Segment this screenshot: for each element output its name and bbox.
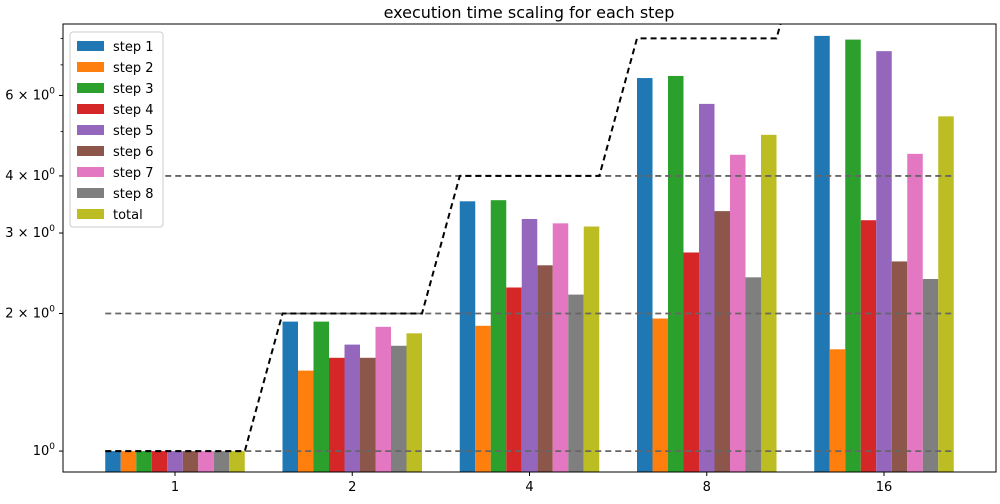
bar-total-2 <box>406 333 422 472</box>
y-tick-label-6: 6 × 100 <box>5 86 55 103</box>
legend-swatch-step-4 <box>77 104 104 114</box>
bar-step-6-4 <box>537 265 553 472</box>
x-tick-label-16: 16 <box>876 480 893 495</box>
x-tick-label-1: 1 <box>171 480 179 495</box>
bar-step-4-4 <box>506 287 522 472</box>
bar-step-5-4 <box>521 218 538 472</box>
legend-swatch-step-7 <box>77 167 104 177</box>
legend-label-step-3: step 3 <box>113 82 154 97</box>
y-tick-label-4: 4 × 100 <box>5 167 55 184</box>
bar-total-4 <box>583 226 600 472</box>
legend-label-step-8: step 8 <box>113 187 154 202</box>
legend-swatch-step-3 <box>77 83 104 93</box>
bar-step-3-2 <box>313 321 329 472</box>
legend-swatch-step-2 <box>77 62 104 72</box>
bar-step-8-16 <box>922 278 939 472</box>
legend-label-step-2: step 2 <box>113 61 154 76</box>
y-tick-label-3: 3 × 100 <box>5 224 55 241</box>
legend: step 1 step 2 step 3 step 4 step 5 step 6 step… <box>69 31 164 228</box>
x-tick-label-4: 4 <box>525 480 533 495</box>
bar-step-5-16 <box>876 51 892 472</box>
bar-step-8-1 <box>213 451 230 472</box>
bar-step-4-1 <box>151 451 168 472</box>
bar-total-1 <box>229 451 245 472</box>
legend-label-total: total <box>113 208 143 223</box>
bar-step-6-8 <box>714 211 730 472</box>
bar-step-6-16 <box>891 261 908 472</box>
chart-title: execution time scaling for each step <box>384 3 675 22</box>
bar-step-2-1 <box>120 451 137 472</box>
ideal-scaling-line <box>105 24 782 453</box>
lines-layer <box>105 24 954 453</box>
bar-step-6-1 <box>182 451 199 472</box>
bar-total-16 <box>938 116 954 472</box>
bar-step-2-8 <box>652 318 668 472</box>
x-tick-label-8: 8 <box>703 480 711 495</box>
legend-label-step-7: step 7 <box>113 166 154 181</box>
bar-step-4-2 <box>329 357 345 472</box>
bar-step-3-16 <box>845 39 861 472</box>
bar-step-5-2 <box>344 344 360 472</box>
bar-step-4-8 <box>683 252 699 472</box>
bar-step-1-16 <box>814 35 830 472</box>
legend-frame <box>69 31 164 228</box>
bar-step-4-16 <box>860 220 877 472</box>
x-tick-label-2: 2 <box>348 480 356 495</box>
bar-step-8-2 <box>391 345 407 472</box>
y-tick-label-2: 2 × 100 <box>5 305 55 322</box>
legend-label-step-5: step 5 <box>113 124 154 139</box>
bar-step-8-4 <box>568 294 584 472</box>
x-axis: 1 2 4 8 16 <box>171 472 892 495</box>
bar-step-1-4 <box>459 201 476 472</box>
legend-swatch-step-1 <box>77 41 104 51</box>
bar-step-2-16 <box>829 349 846 472</box>
bar-step-7-16 <box>907 153 923 472</box>
bar-step-3-4 <box>490 200 507 472</box>
legend-swatch-step-6 <box>77 146 104 156</box>
y-axis: 100 2 × 100 3 × 100 4 × 100 6 × 100 <box>5 37 63 459</box>
bar-step-3-8 <box>668 75 684 472</box>
bar-step-1-1 <box>105 451 121 472</box>
bar-step-2-4 <box>475 325 491 472</box>
bar-step-5-8 <box>699 103 715 472</box>
y-tick-label-1: 100 <box>33 442 56 459</box>
legend-label-step-4: step 4 <box>113 103 154 118</box>
legend-label-step-6: step 6 <box>113 145 154 160</box>
bar-step-7-1 <box>198 451 214 472</box>
bar-step-1-2 <box>282 321 298 472</box>
bar-step-7-4 <box>552 223 569 472</box>
bar-total-8 <box>761 134 777 472</box>
bar-step-7-2 <box>375 326 391 472</box>
legend-swatch-total <box>77 209 104 219</box>
bar-step-1-8 <box>637 78 653 472</box>
bar-step-5-1 <box>167 451 183 472</box>
bar-step-2-2 <box>298 370 314 472</box>
legend-swatch-step-5 <box>77 125 104 135</box>
legend-swatch-step-8 <box>77 188 104 198</box>
bar-step-8-8 <box>745 277 761 472</box>
legend-label-step-1: step 1 <box>113 40 154 55</box>
bar-step-6-2 <box>360 357 376 472</box>
bar-step-3-1 <box>136 451 152 472</box>
bars-layer <box>105 35 954 472</box>
